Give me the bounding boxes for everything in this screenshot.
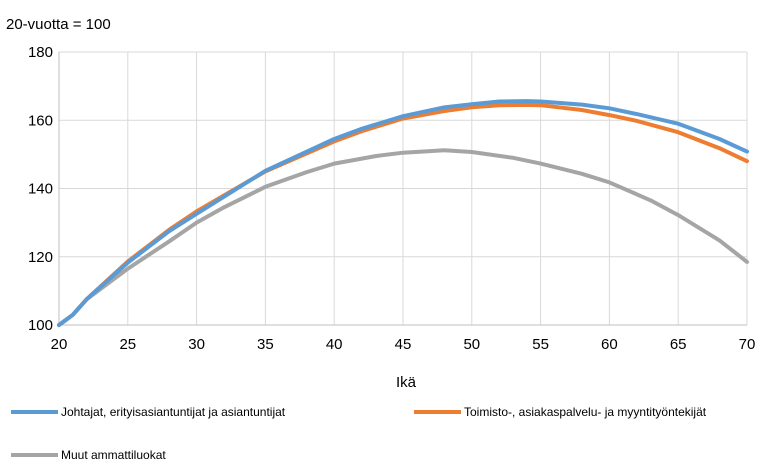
x-tick-label: 40 — [326, 336, 343, 353]
y-tick-label: 160 — [28, 112, 53, 129]
x-tick-label: 45 — [395, 336, 412, 353]
x-tick-label: 20 — [51, 336, 68, 353]
series-line-3 — [57, 148, 749, 327]
y-tick-label: 120 — [28, 249, 53, 266]
x-axis-tick-labels: 20 25 30 35 40 45 50 55 60 65 70 — [51, 336, 756, 353]
x-tick-label: 70 — [739, 336, 756, 353]
x-tick-label: 60 — [601, 336, 618, 353]
x-tick-label: 35 — [257, 336, 274, 353]
gridlines — [58, 51, 748, 326]
y-axis-tick-labels: 100 120 140 160 180 — [28, 44, 53, 334]
legend: Johtajat, erityisasiantuntijat ja asiant… — [11, 405, 707, 459]
y-tick-label: 140 — [28, 181, 53, 198]
x-tick-label: 30 — [188, 336, 205, 353]
series-line-1 — [57, 99, 749, 327]
x-axis-title: Ikä — [396, 374, 417, 391]
y-tick-label: 180 — [28, 44, 53, 61]
y-axis-title: 20-vuotta = 100 — [6, 16, 111, 33]
series-lines — [57, 99, 749, 327]
legend-label-3: Muut ammattiluokat — [61, 448, 166, 459]
y-tick-label: 100 — [28, 317, 53, 334]
legend-label-2: Toimisto-, asiakaspalvelu- ja myyntityön… — [464, 405, 707, 419]
x-tick-label: 65 — [670, 336, 687, 353]
legend-label-1: Johtajat, erityisasiantuntijat ja asiant… — [61, 405, 286, 419]
x-tick-label: 25 — [119, 336, 136, 353]
x-tick-label: 50 — [463, 336, 480, 353]
x-tick-label: 55 — [532, 336, 549, 353]
